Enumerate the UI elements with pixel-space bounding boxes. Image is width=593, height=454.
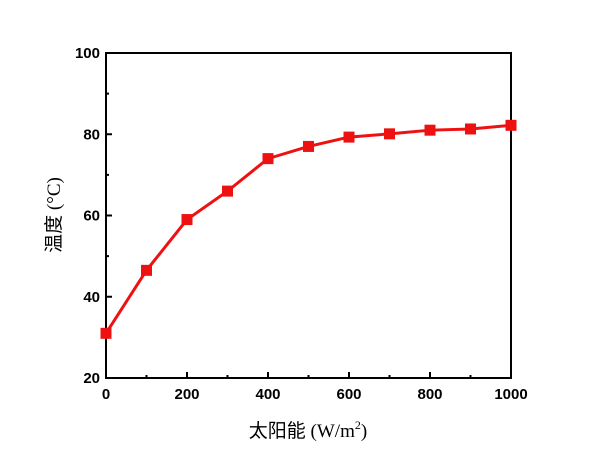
data-point-marker — [222, 185, 233, 197]
x-axis-title-main: 太阳能 (W/m — [249, 420, 355, 442]
data-point-marker — [262, 153, 274, 165]
data-point-marker — [384, 128, 395, 140]
y-tick-label: 20 — [83, 370, 100, 387]
axis-ticks — [105, 52, 512, 379]
x-tick-label: 200 — [174, 386, 199, 403]
data-point-marker — [141, 264, 152, 276]
data-point-marker — [100, 327, 112, 339]
y-axis-title: 温度 (°C) — [43, 177, 65, 253]
data-point-marker — [505, 119, 517, 131]
x-tick-label: 600 — [336, 386, 361, 403]
tick-labels: 0 200 400 600 800 1000 20 40 60 80 100 — [75, 45, 528, 403]
data-point-marker — [343, 131, 355, 143]
y-tick-label: 80 — [83, 126, 100, 143]
y-tick-label: 100 — [75, 45, 100, 62]
data-point-marker — [465, 123, 476, 135]
x-tick-label: 1000 — [494, 386, 527, 403]
data-point-marker — [303, 140, 314, 152]
data-point-marker — [181, 214, 193, 226]
data-point-marker — [424, 124, 436, 136]
x-axis-title-sup: 2 — [355, 418, 361, 432]
series-line — [104, 123, 512, 335]
x-tick-label: 800 — [417, 386, 442, 403]
plot-frame — [105, 52, 512, 379]
x-tick-label: 400 — [255, 386, 280, 403]
y-tick-label: 40 — [83, 289, 100, 306]
x-axis-title: 太阳能 (W/m2) — [249, 418, 367, 442]
x-axis-title-end: ) — [361, 421, 367, 442]
series-layer — [100, 119, 517, 339]
y-tick-label: 60 — [83, 208, 100, 225]
x-tick-label: 0 — [102, 386, 110, 403]
